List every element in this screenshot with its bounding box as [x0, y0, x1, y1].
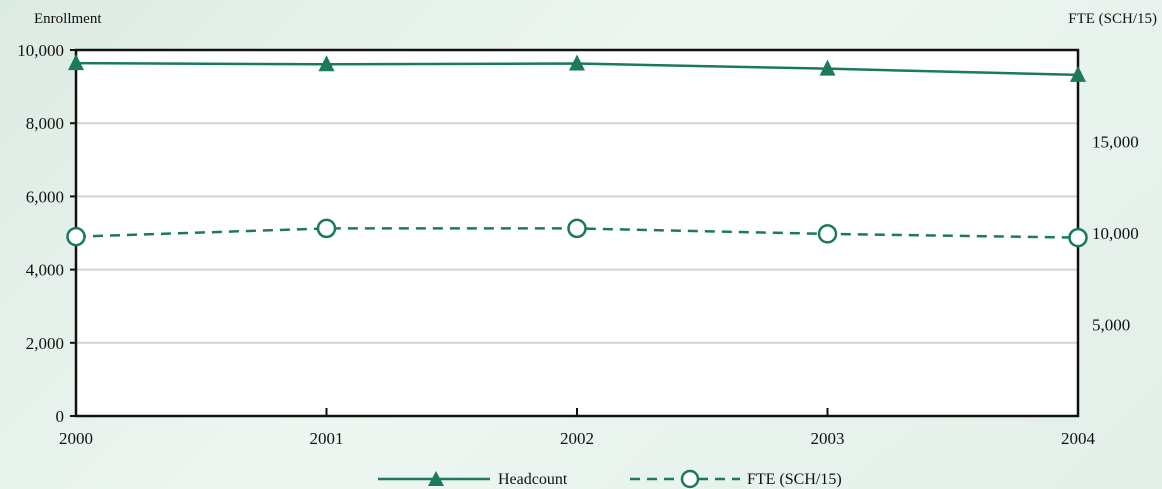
legend-headcount-marker: [428, 471, 444, 486]
y-right-tick-label: 10,000: [1092, 224, 1139, 243]
series-layer: [66, 54, 1088, 248]
y-axis-left-label: Enrollment: [34, 11, 102, 27]
fte-point: [66, 226, 86, 247]
legend-fte-marker: [680, 469, 700, 489]
y-axis-right-label: FTE (SCH/15): [1068, 11, 1157, 27]
headcount-point: [318, 55, 335, 72]
gridlines: [76, 122, 1078, 344]
legend-fte-label: FTE (SCH/15): [747, 471, 842, 488]
headcount-point: [569, 54, 585, 71]
headcount-point: [1070, 65, 1086, 82]
y-axis-left: 0 2,000 4,000 6,000 8,000 10,000: [17, 41, 76, 426]
y-axis-right: 5,000 10,000 15,000: [1092, 133, 1139, 335]
x-tick-label: 2004: [1061, 429, 1096, 448]
y-left-tick-label: 6,000: [26, 187, 64, 206]
x-tick-label: 2003: [811, 429, 845, 448]
fte-point: [817, 224, 838, 244]
x-axis: 2000 2001 2002 2003 2004: [59, 408, 1096, 448]
headcount-point: [68, 54, 84, 71]
fte-point: [567, 218, 587, 239]
x-tick-label: 2002: [560, 429, 594, 448]
y-left-tick-label: 2,000: [26, 334, 64, 353]
legend-headcount-label: Headcount: [498, 471, 568, 488]
x-tick-label: 2001: [310, 429, 344, 448]
y-left-tick-label: 4,000: [26, 261, 64, 280]
x-tick-label: 2000: [59, 429, 93, 448]
y-right-tick-label: 15,000: [1092, 133, 1139, 152]
y-left-tick-label: 8,000: [26, 114, 64, 133]
y-right-tick-label: 5,000: [1092, 316, 1130, 335]
headcount-point: [819, 59, 836, 76]
fte-point: [1068, 227, 1088, 248]
fte-point: [316, 218, 337, 239]
y-left-tick-label: 10,000: [17, 41, 64, 60]
y-left-tick-label: 0: [56, 407, 65, 426]
legend: Headcount FTE (SCH/15): [378, 469, 842, 489]
